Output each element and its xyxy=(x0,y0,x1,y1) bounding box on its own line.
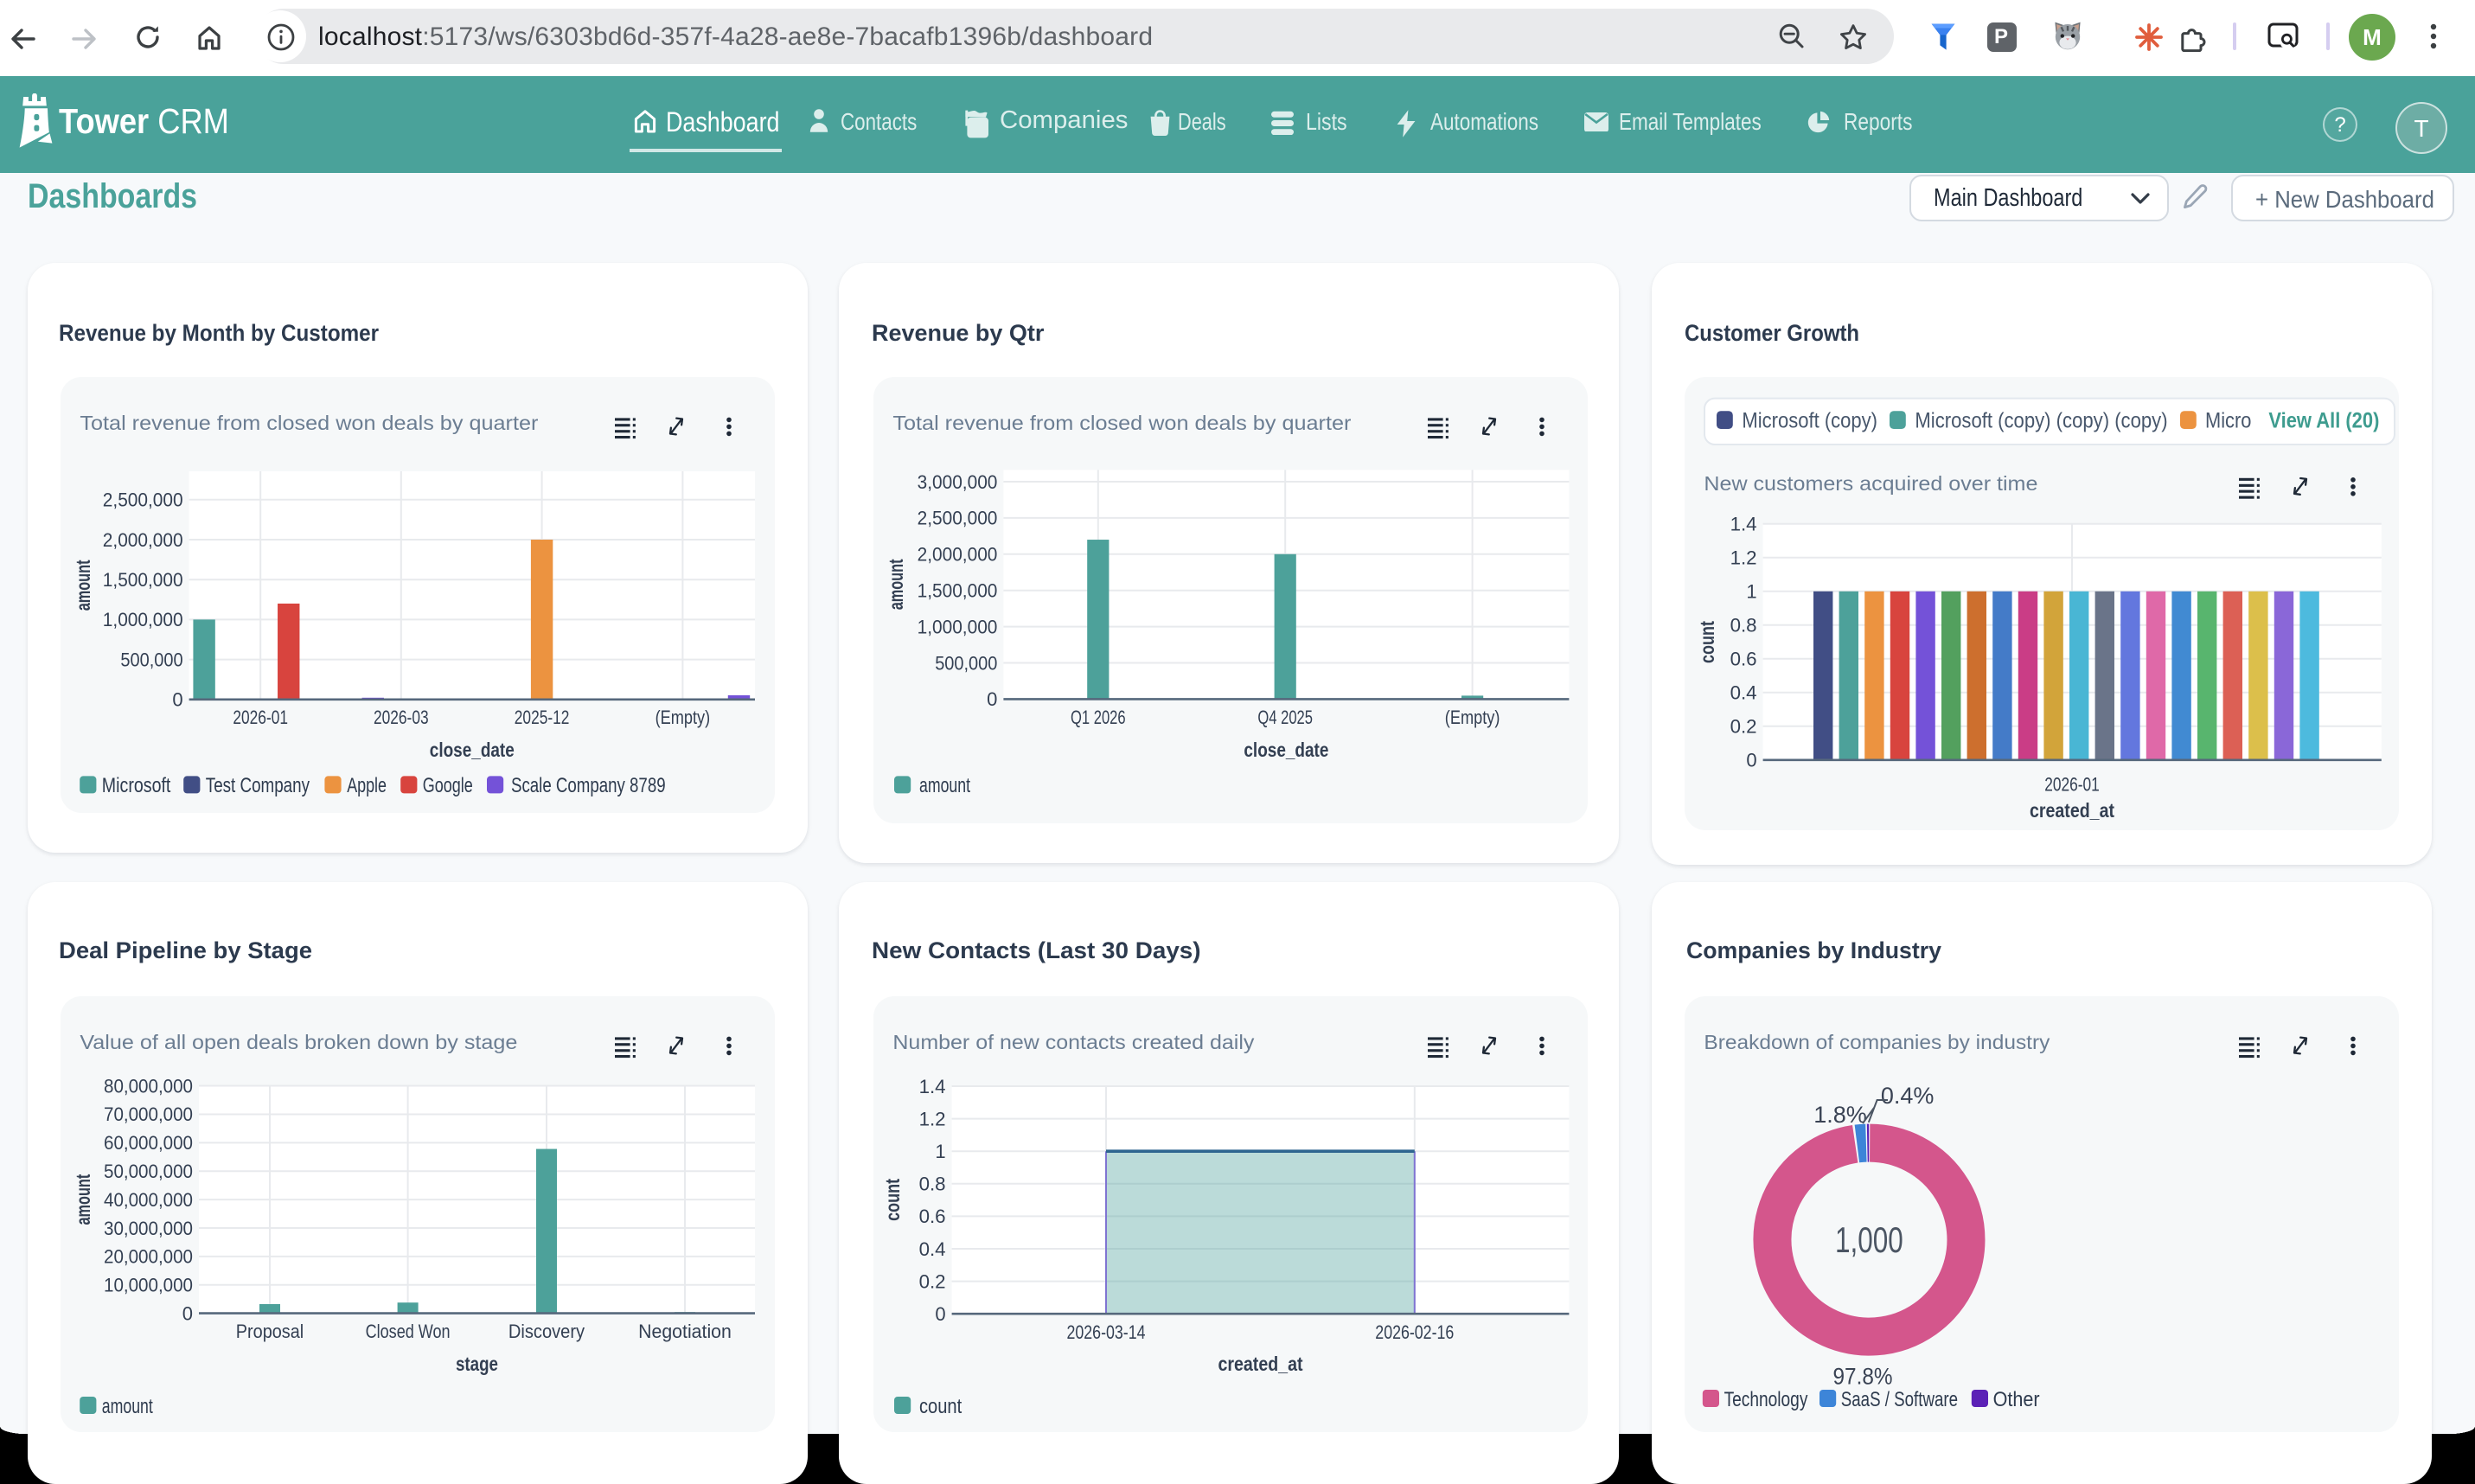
svg-text:count: count xyxy=(1696,621,1718,663)
svg-text:amount: amount xyxy=(72,1173,94,1224)
svg-text:40,000,000: 40,000,000 xyxy=(104,1188,193,1210)
svg-text:2026-03: 2026-03 xyxy=(374,706,429,727)
svg-text:500,000: 500,000 xyxy=(120,649,182,670)
svg-text:1.4: 1.4 xyxy=(918,1075,945,1097)
svg-text:0.6: 0.6 xyxy=(1730,649,1757,670)
svg-text:1: 1 xyxy=(1746,581,1756,603)
svg-text:count: count xyxy=(918,1394,961,1417)
svg-text:amount: amount xyxy=(884,559,906,610)
svg-text:Number of new contacts created: Number of new contacts created daily xyxy=(892,1030,1254,1052)
svg-text:Closed Won: Closed Won xyxy=(366,1320,451,1341)
svg-text:1,500,000: 1,500,000 xyxy=(103,568,183,590)
svg-text:0.4: 0.4 xyxy=(918,1238,945,1259)
svg-text:1.2: 1.2 xyxy=(1730,547,1757,569)
svg-text:0: 0 xyxy=(1746,750,1756,771)
svg-text:1: 1 xyxy=(934,1140,944,1161)
svg-text:2026-01: 2026-01 xyxy=(233,706,288,727)
svg-text:1,000,000: 1,000,000 xyxy=(917,616,997,637)
svg-text:0.6: 0.6 xyxy=(918,1205,945,1226)
svg-text:Microsoft (copy): Microsoft (copy) xyxy=(1742,409,1877,433)
svg-text:0.4: 0.4 xyxy=(1730,682,1757,704)
svg-text:2025-12: 2025-12 xyxy=(515,706,570,727)
svg-text:Google: Google xyxy=(423,773,473,796)
svg-text:Other: Other xyxy=(1993,1387,2040,1410)
svg-text:80,000,000: 80,000,000 xyxy=(104,1074,193,1096)
svg-text:2026-03-14: 2026-03-14 xyxy=(1066,1321,1145,1342)
svg-text:3,000,000: 3,000,000 xyxy=(917,470,997,492)
svg-text:Microsoft (copy) (copy) (copy): Microsoft (copy) (copy) (copy) xyxy=(1915,409,2167,433)
svg-text:1,000,000: 1,000,000 xyxy=(103,609,183,630)
svg-text:2026-02-16: 2026-02-16 xyxy=(1374,1321,1453,1342)
svg-text:Apple: Apple xyxy=(347,773,387,796)
svg-text:SaaS / Software: SaaS / Software xyxy=(1841,1387,1958,1410)
svg-text:70,000,000: 70,000,000 xyxy=(104,1103,193,1124)
svg-text:amount: amount xyxy=(72,560,94,611)
svg-text:0: 0 xyxy=(934,1302,944,1324)
svg-text:1.2: 1.2 xyxy=(918,1107,945,1129)
svg-text:2,500,000: 2,500,000 xyxy=(917,507,997,528)
svg-text:0: 0 xyxy=(172,688,182,710)
svg-text:(Empty): (Empty) xyxy=(656,706,711,727)
svg-text:Test Company: Test Company xyxy=(206,773,310,796)
svg-text:0.2: 0.2 xyxy=(918,1270,945,1291)
svg-text:0.4%: 0.4% xyxy=(1881,1082,1935,1108)
svg-text:close_date: close_date xyxy=(1243,738,1327,760)
svg-text:Technology: Technology xyxy=(1724,1387,1808,1410)
svg-text:amount: amount xyxy=(918,773,969,796)
svg-text:2,000,000: 2,000,000 xyxy=(103,528,183,550)
svg-text:50,000,000: 50,000,000 xyxy=(104,1160,193,1181)
svg-text:1,000: 1,000 xyxy=(1835,1219,1903,1259)
svg-text:Q1 2026: Q1 2026 xyxy=(1070,706,1125,727)
svg-text:1.8%: 1.8% xyxy=(1813,1101,1867,1127)
svg-text:60,000,000: 60,000,000 xyxy=(104,1131,193,1153)
svg-text:(Empty): (Empty) xyxy=(1444,706,1500,727)
svg-text:View All (20): View All (20) xyxy=(2268,409,2379,433)
svg-text:stage: stage xyxy=(456,1352,498,1374)
svg-text:amount: amount xyxy=(102,1394,153,1417)
svg-text:2,500,000: 2,500,000 xyxy=(103,489,183,510)
svg-text:0.2: 0.2 xyxy=(1730,716,1757,738)
svg-text:Microsoft: Microsoft xyxy=(102,773,171,796)
svg-text:0.8: 0.8 xyxy=(1730,615,1757,636)
svg-text:1.4: 1.4 xyxy=(1730,514,1757,535)
svg-text:close_date: close_date xyxy=(430,738,515,760)
svg-text:Micro: Micro xyxy=(2205,409,2251,433)
svg-text:Negotiation: Negotiation xyxy=(638,1320,732,1341)
svg-text:Discovery: Discovery xyxy=(508,1320,585,1341)
svg-text:10,000,000: 10,000,000 xyxy=(104,1274,193,1295)
svg-text:count: count xyxy=(880,1178,903,1220)
svg-text:Proposal: Proposal xyxy=(236,1320,304,1341)
svg-text:Value of all open deals broken: Value of all open deals broken down by s… xyxy=(80,1030,517,1052)
svg-text:0: 0 xyxy=(986,688,996,710)
svg-text:2026-01: 2026-01 xyxy=(2044,774,2100,796)
svg-text:97.8%: 97.8% xyxy=(1833,1362,1893,1388)
svg-text:Total revenue from closed won: Total revenue from closed won deals by q… xyxy=(80,412,538,434)
svg-text:Breakdown of companies by indu: Breakdown of companies by industry xyxy=(1704,1030,2050,1052)
svg-text:1,500,000: 1,500,000 xyxy=(917,579,997,601)
svg-text:Scale Company 8789: Scale Company 8789 xyxy=(511,773,666,796)
svg-text:Total revenue from closed won: Total revenue from closed won deals by q… xyxy=(892,412,1350,434)
svg-text:30,000,000: 30,000,000 xyxy=(104,1217,193,1238)
svg-text:0.8: 0.8 xyxy=(918,1173,945,1194)
svg-text:500,000: 500,000 xyxy=(934,652,996,674)
svg-text:2,000,000: 2,000,000 xyxy=(917,543,997,565)
svg-text:New customers acquired over ti: New customers acquired over time xyxy=(1704,472,2037,495)
svg-text:Q4 2025: Q4 2025 xyxy=(1257,706,1312,727)
svg-text:created_at: created_at xyxy=(2030,799,2114,822)
svg-text:20,000,000: 20,000,000 xyxy=(104,1245,193,1267)
svg-text:0: 0 xyxy=(182,1302,193,1323)
svg-text:created_at: created_at xyxy=(1218,1352,1302,1374)
